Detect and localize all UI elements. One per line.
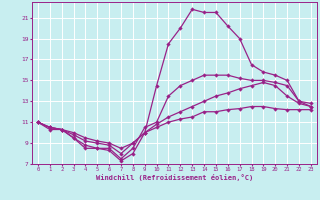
X-axis label: Windchill (Refroidissement éolien,°C): Windchill (Refroidissement éolien,°C) <box>96 174 253 181</box>
